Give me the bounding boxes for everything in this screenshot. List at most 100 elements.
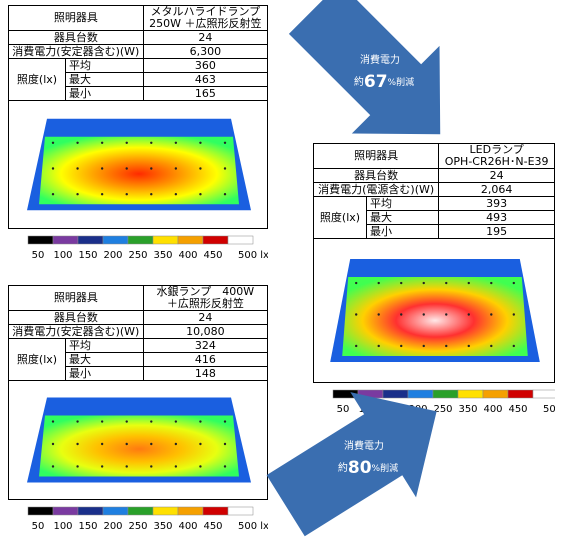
fixture-dot xyxy=(445,281,448,285)
sub-label: 最小 xyxy=(366,224,440,239)
fixture-dot xyxy=(199,420,202,423)
fixture-dot xyxy=(467,313,470,316)
fixture-dot xyxy=(355,313,358,316)
scale-label: 150 xyxy=(78,521,97,532)
fixture-dot xyxy=(125,141,128,144)
fixture-dot xyxy=(125,442,128,446)
heatmap-box xyxy=(8,381,268,500)
panel: 照明器具 メタルハライドランプ 250W ＋広照形反射笠 器具台数 24 消費電力(安定器… xyxy=(8,5,269,265)
scale-label: 500 lx xyxy=(238,250,268,261)
fixture-dot xyxy=(76,167,79,170)
scale-label: 350 xyxy=(458,404,477,415)
arrow-reduction: 約80%削減 xyxy=(338,458,398,478)
fixture-dot xyxy=(125,193,128,196)
fixture-dot xyxy=(76,420,79,423)
label-cell: 消費電力(電源含む)(W) xyxy=(312,182,440,197)
fixture-dot xyxy=(174,465,178,468)
spec-table: 照明器具 LEDランプ OPH-CR26H･N-E39 器具台数 24 消費電力(電源含む… xyxy=(312,143,555,239)
fixture-line: 250W ＋広照形反射笠 xyxy=(149,17,262,30)
fixture-dot xyxy=(490,313,493,316)
scale-swatch xyxy=(532,389,555,399)
fixture-dot xyxy=(422,313,425,316)
scale-label: 100 xyxy=(53,250,72,261)
fixture-cell: LEDランプ OPH-CR26H･N-E39 xyxy=(438,143,555,169)
fixture-dot xyxy=(377,281,380,285)
row: 照度(lx) 平均 360 xyxy=(8,58,269,101)
floor xyxy=(39,415,239,477)
fixture-dot xyxy=(199,442,202,446)
label-cell: 照度(lx) xyxy=(8,338,66,381)
fixture-cell: メタルハライドランプ 250W ＋広照形反射笠 xyxy=(142,5,269,31)
fixture-dot xyxy=(422,281,425,285)
fixture-dot xyxy=(467,281,470,285)
scale-label: 400 xyxy=(483,404,502,415)
fixture-dot xyxy=(174,442,178,446)
scale-label: 100 xyxy=(53,521,72,532)
arrow-reduction: 約67%削減 xyxy=(354,72,414,92)
scale-label: 200 xyxy=(103,250,122,261)
floor xyxy=(39,136,239,205)
fixture-dot xyxy=(51,141,55,144)
fixture-dot xyxy=(150,420,153,423)
fixture-dot xyxy=(223,167,227,170)
fixture-dot xyxy=(199,141,202,144)
fixture-dot xyxy=(100,167,104,170)
number: 80 xyxy=(348,458,372,478)
row: 最小 148 xyxy=(9,366,269,381)
fixture-dot xyxy=(76,141,79,144)
number: 67 xyxy=(364,72,388,92)
arrow-label: 消費電力 xyxy=(360,53,400,66)
fixture-dot xyxy=(51,167,55,170)
scale-label: 450 xyxy=(203,521,222,532)
fixture-dot xyxy=(422,344,425,348)
panel: 照明器具 水銀ランプ 400W ＋広照形反射笠 器具台数 24 消費電力(安定器含む)(W… xyxy=(8,285,269,536)
fixture-dot xyxy=(150,167,153,170)
fixture-dot xyxy=(199,193,202,196)
scale-label: 250 xyxy=(128,250,147,261)
fixture-dot xyxy=(512,344,515,348)
fixture-dot xyxy=(400,313,403,316)
label-cell: 消費電力(安定器含む)(W) xyxy=(8,324,144,339)
arrow-label: 消費電力 xyxy=(344,439,384,452)
sub-label: 最小 xyxy=(64,366,144,381)
fixture-dot xyxy=(445,313,448,316)
prefix: 約 xyxy=(354,75,364,88)
heatmap xyxy=(27,397,251,483)
row: 最小 165 xyxy=(9,86,269,101)
fixture-dot xyxy=(223,193,227,196)
heatmap xyxy=(27,118,251,211)
fixture-dot xyxy=(76,465,79,468)
scale-label: 450 xyxy=(203,250,222,261)
fixture-dot xyxy=(199,465,202,468)
row: 消費電力(安定器含む)(W) 10,080 xyxy=(8,324,269,339)
scale-label: 50 xyxy=(32,250,45,261)
fixture-dot xyxy=(445,344,448,348)
spec-table: 照明器具 水銀ランプ 400W ＋広照形反射笠 器具台数 24 消費電力(安定器含む)(W… xyxy=(8,285,269,381)
label-cell: 消費電力(安定器含む)(W) xyxy=(8,44,144,59)
fixture-dot xyxy=(100,193,104,196)
fixture-dot xyxy=(467,344,470,348)
value-cell: 148 xyxy=(142,366,269,381)
floor xyxy=(342,277,528,356)
fixture-dot xyxy=(51,420,55,423)
fixture-dot xyxy=(174,141,178,144)
scale-label: 500 lx xyxy=(543,404,555,415)
fixture-line: OPH-CR26H･N-E39 xyxy=(444,155,549,168)
fixture-dot xyxy=(125,420,128,423)
sub-label: 最小 xyxy=(64,86,144,101)
fixture-dot xyxy=(150,193,153,196)
heatmap-box xyxy=(8,101,268,229)
row: 最大 463 xyxy=(9,72,269,87)
fixture-dot xyxy=(490,281,493,285)
scale-label: 400 xyxy=(178,521,197,532)
fixture-dot xyxy=(199,167,202,170)
fixture-dot xyxy=(76,442,79,446)
scale-label: 500 lx xyxy=(238,521,268,532)
fixture-dot xyxy=(100,442,104,446)
scale-label: 400 xyxy=(178,250,197,261)
fixture-dot xyxy=(174,420,178,423)
fixture-dot xyxy=(355,344,358,348)
fixture-dot xyxy=(174,167,178,170)
